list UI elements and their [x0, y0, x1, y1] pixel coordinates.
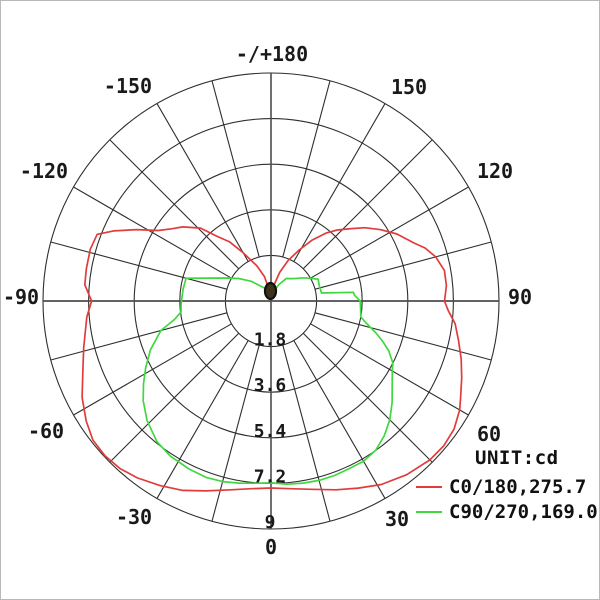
angle-label--90: -90 — [3, 285, 39, 309]
grid-spoke-330 — [156, 340, 249, 499]
angle-label-30: 30 — [385, 507, 409, 531]
grid-spoke-210 — [156, 103, 249, 262]
grid-spoke-165 — [282, 80, 331, 258]
grid-spoke-150 — [293, 103, 386, 262]
ring-label-5.4: 5.4 — [254, 421, 287, 442]
grid-spoke-255 — [50, 241, 228, 290]
ring-label-1.8: 1.8 — [254, 330, 287, 351]
angle-label--120: -120 — [20, 159, 68, 183]
grid-spoke-195 — [211, 80, 260, 258]
angle-label-60: 60 — [477, 422, 501, 446]
angle-label-150: 150 — [391, 75, 427, 99]
grid-spoke-105 — [314, 241, 492, 290]
grid-spoke-300 — [73, 323, 232, 416]
ring-label-9: 9 — [265, 512, 276, 533]
grid-spoke-240 — [73, 186, 232, 279]
grid-spoke-15 — [282, 344, 331, 522]
grid-spoke-345 — [211, 344, 260, 522]
curve-c0-180 — [81, 226, 463, 492]
grid-spoke-285 — [50, 312, 228, 361]
grid-spoke-45 — [302, 332, 433, 463]
grid-spoke-60 — [310, 323, 469, 416]
grid-spoke-135 — [302, 139, 433, 270]
angle-label--60: -60 — [28, 419, 64, 443]
angle-label-0: 0 — [265, 535, 277, 559]
angle-label--180: -/+180 — [236, 42, 308, 66]
grid-spoke-225 — [109, 139, 240, 270]
curve-c90-270 — [142, 276, 394, 486]
grid-spoke-315 — [109, 332, 240, 463]
center-marker — [263, 281, 278, 301]
angle-label-120: 120 — [477, 159, 513, 183]
angle-label--30: -30 — [116, 505, 152, 529]
grid-spoke-75 — [314, 312, 492, 361]
angle-label--150: -150 — [104, 74, 152, 98]
ring-label-3.6: 3.6 — [254, 375, 287, 396]
angle-label-90: 90 — [508, 285, 532, 309]
ring-label-7.2: 7.2 — [254, 466, 287, 487]
grid-spoke-30 — [293, 340, 386, 499]
